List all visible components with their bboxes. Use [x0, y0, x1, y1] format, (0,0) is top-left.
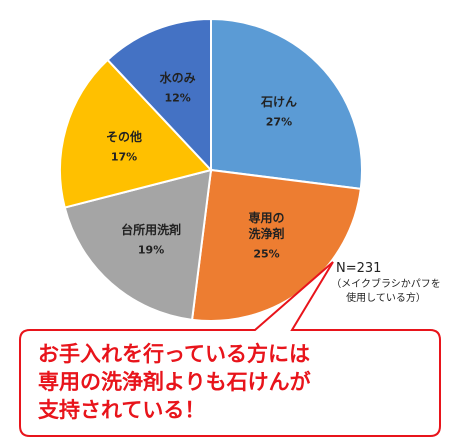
value-label: 19%: [137, 243, 165, 257]
callout-text: お手入れを行っている方には 専用の洗浄剤よりも石けんが 支持されている！: [38, 342, 311, 422]
callout-box: [19, 261, 441, 437]
value-label: 17%: [110, 150, 138, 164]
sample-size: N=231: [336, 261, 382, 276]
pie-slice: [59, 58, 213, 209]
pie-slice: [210, 17, 363, 191]
sample-note: （メイクブラシかパフを 使用している方）: [331, 279, 441, 304]
value-label: 25%: [253, 247, 280, 261]
slice-label: 石けん: [260, 95, 297, 110]
pie: [59, 17, 363, 322]
pie-slice: [106, 17, 212, 173]
value-label: 12%: [164, 91, 191, 105]
value-label: 27%: [265, 115, 293, 129]
slice-label: その他: [105, 129, 142, 144]
slice-label: 台所用洗剤: [121, 222, 182, 237]
pie-slice: [63, 168, 213, 321]
slice-label: 専用の 洗浄剤: [248, 210, 285, 241]
slice-label: 水のみ: [159, 70, 196, 85]
